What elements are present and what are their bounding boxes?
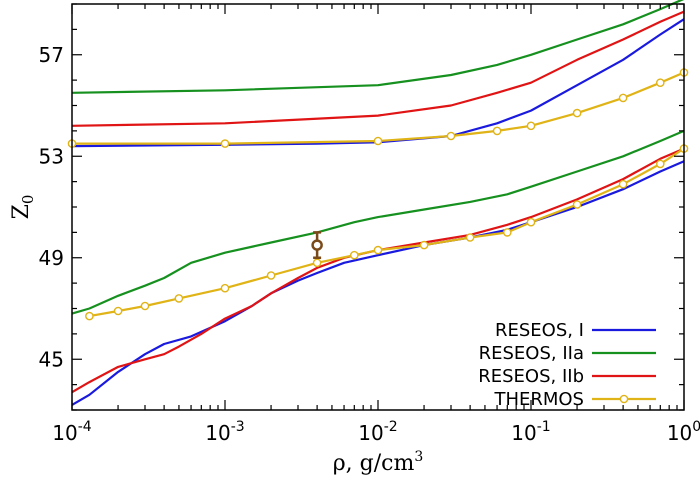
- series-line-3-0: [72, 71, 685, 145]
- point-3-0-7: [618, 93, 628, 103]
- point-3-1-0: [85, 311, 94, 321]
- point-3-1-13: [572, 200, 582, 209]
- y-axis-label-sub: 0: [19, 195, 37, 205]
- series-line-0-0: [71, 18, 685, 148]
- y-tick-label-3: 57: [39, 43, 64, 67]
- y-tick-label-1: 49: [39, 246, 64, 270]
- point-3-1-7: [349, 250, 359, 260]
- x-tick-label-1: 10-3: [205, 419, 244, 445]
- x-axis-label-main: ρ, g/cm: [333, 451, 415, 476]
- point-3-0-5: [526, 121, 536, 131]
- series-3: [67, 68, 689, 321]
- point-3-1-4: [220, 283, 230, 293]
- y-axis-label-main: Z: [9, 204, 34, 219]
- y-tick-label-2: 53: [39, 144, 64, 168]
- legend-label-3: THERMOS: [493, 389, 584, 410]
- series-line-2-1: [71, 147, 685, 394]
- point-3-1-11: [502, 228, 512, 237]
- series-line-1-0: [71, 0, 685, 94]
- point-3-0-3: [446, 131, 456, 141]
- series-layer: [67, 0, 689, 406]
- point-3-1-3: [174, 294, 184, 303]
- legend-label-2: RESEOS, IIb: [478, 366, 584, 387]
- point-3-0-6: [572, 108, 582, 118]
- point-3-1-6: [312, 258, 322, 268]
- x-axis-label: ρ, g/cm3: [333, 449, 424, 476]
- x-tick-label-2: 10-2: [358, 419, 397, 445]
- point-3-1-12: [526, 217, 536, 227]
- series-line-0-1: [71, 160, 685, 406]
- point-3-0-1: [220, 139, 230, 148]
- x-tick-label-3: 10-1: [511, 419, 550, 445]
- ticks-layer: 45 49 53 57 10-4 10-3 10-2 10-1 100: [39, 3, 700, 445]
- error-point: [311, 239, 323, 251]
- legend-label-0: RESEOS, I: [495, 320, 584, 341]
- series-line-2-0: [71, 10, 685, 127]
- plot-frame: [71, 3, 685, 411]
- series-line-1-1: [71, 129, 685, 315]
- point-3-1-14: [618, 179, 628, 189]
- y-tick-label-0: 45: [39, 347, 64, 371]
- series-line-3-1: [89, 147, 685, 318]
- series-1: [71, 0, 685, 315]
- point-3-1-5: [266, 271, 276, 280]
- point-3-1-2: [140, 301, 150, 311]
- point-3-0-8: [656, 78, 665, 87]
- legend-marker-3: [619, 394, 629, 404]
- point-3-0-4: [492, 126, 502, 136]
- point-3-1-1: [113, 306, 123, 316]
- y-axis-label: Z0: [9, 195, 37, 220]
- point-3-1-8: [373, 245, 383, 255]
- point-3-1-9: [419, 240, 429, 250]
- x-tick-label-4: 100: [667, 419, 700, 445]
- point-3-1-10: [465, 233, 475, 242]
- point-3-1-15: [656, 159, 665, 169]
- x-tick-label-0: 10-4: [52, 419, 92, 445]
- legend-label-1: RESEOS, IIa: [479, 343, 584, 364]
- point-3-0-2: [373, 136, 383, 146]
- x-axis-label-sup: 3: [414, 449, 423, 465]
- series-2: [71, 10, 685, 394]
- series-0: [71, 18, 685, 406]
- error-layer: [311, 231, 323, 259]
